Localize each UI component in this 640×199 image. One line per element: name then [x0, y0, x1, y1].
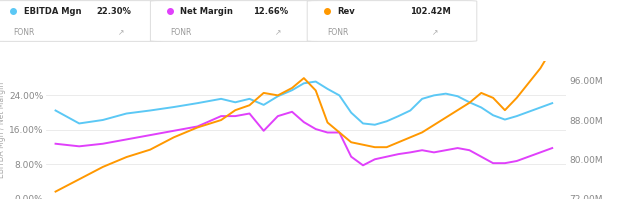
Y-axis label: EBITDA Mgn / Net Margin: EBITDA Mgn / Net Margin	[0, 82, 6, 178]
FancyBboxPatch shape	[0, 1, 163, 41]
Text: ↗: ↗	[118, 28, 125, 37]
Text: FONR: FONR	[170, 28, 191, 37]
FancyBboxPatch shape	[150, 1, 320, 41]
Text: 102.42M: 102.42M	[410, 7, 451, 16]
Text: Rev: Rev	[337, 7, 355, 16]
Text: Net Margin: Net Margin	[180, 7, 234, 16]
Text: EBITDA Mgn: EBITDA Mgn	[24, 7, 81, 16]
Text: ↗: ↗	[275, 28, 282, 37]
Text: FONR: FONR	[13, 28, 35, 37]
Text: 22.30%: 22.30%	[96, 7, 131, 16]
Text: FONR: FONR	[327, 28, 348, 37]
FancyBboxPatch shape	[307, 1, 477, 41]
Text: 12.66%: 12.66%	[253, 7, 288, 16]
Text: ↗: ↗	[432, 28, 438, 37]
